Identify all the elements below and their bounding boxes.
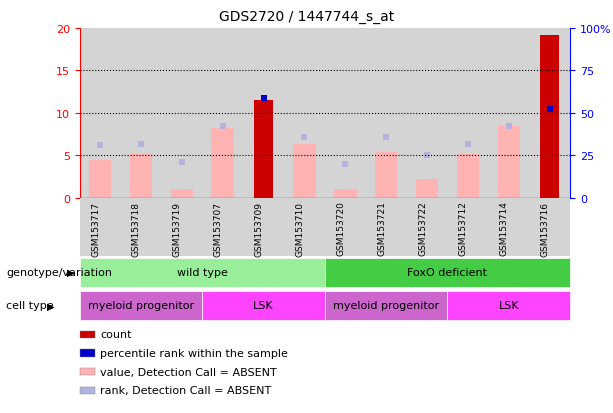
Text: count: count (100, 330, 131, 339)
Text: GDS2720 / 1447744_s_at: GDS2720 / 1447744_s_at (219, 10, 394, 24)
Bar (325, 29, 366, 198)
Text: wild type: wild type (177, 268, 227, 278)
Bar (416, 180, 438, 198)
Bar (284, 198, 325, 256)
Text: genotype/variation: genotype/variation (6, 268, 112, 278)
Bar (406, 198, 447, 256)
Bar (489, 198, 529, 256)
Bar (541, 36, 559, 198)
Bar (170, 190, 193, 198)
Bar (202, 198, 243, 256)
Text: GSM153717: GSM153717 (91, 201, 100, 256)
Bar (325, 198, 366, 256)
Text: LSK: LSK (498, 301, 519, 311)
Text: value, Detection Call = ABSENT: value, Detection Call = ABSENT (100, 367, 276, 377)
Text: GSM153720: GSM153720 (337, 201, 345, 256)
Bar (447, 291, 570, 320)
Text: GSM153710: GSM153710 (295, 201, 305, 256)
Bar (529, 198, 570, 256)
Text: GSM153707: GSM153707 (214, 201, 223, 256)
Bar (80, 258, 325, 287)
Bar (243, 198, 284, 256)
Text: percentile rank within the sample: percentile rank within the sample (100, 348, 287, 358)
Text: GSM153718: GSM153718 (132, 201, 141, 256)
Bar (243, 29, 284, 198)
Bar (325, 291, 447, 320)
Text: GSM153709: GSM153709 (254, 201, 264, 256)
Bar (529, 29, 570, 198)
Bar (447, 198, 489, 256)
Bar (80, 291, 202, 320)
Bar (366, 29, 406, 198)
Text: FoxO deficient: FoxO deficient (408, 268, 487, 278)
Bar (202, 29, 243, 198)
Bar (121, 198, 161, 256)
Text: ▶: ▶ (67, 268, 74, 278)
Bar (89, 160, 112, 198)
Bar (406, 29, 447, 198)
Bar (121, 29, 161, 198)
Bar (457, 154, 479, 198)
Bar (489, 29, 529, 198)
Text: myeloid progenitor: myeloid progenitor (333, 301, 440, 311)
Bar (293, 145, 316, 198)
Bar (366, 198, 406, 256)
Text: myeloid progenitor: myeloid progenitor (88, 301, 194, 311)
Bar (498, 126, 520, 198)
Bar (130, 154, 152, 198)
Text: GSM153721: GSM153721 (377, 201, 386, 256)
Bar (161, 198, 202, 256)
Bar (80, 29, 121, 198)
Text: GSM153716: GSM153716 (541, 201, 550, 256)
Text: cell type: cell type (6, 301, 54, 311)
Bar (334, 190, 357, 198)
Bar (254, 101, 273, 198)
Bar (447, 29, 489, 198)
Bar (80, 198, 121, 256)
Bar (284, 29, 325, 198)
Text: LSK: LSK (253, 301, 274, 311)
Bar (375, 152, 397, 198)
Text: rank, Detection Call = ABSENT: rank, Detection Call = ABSENT (100, 385, 271, 395)
Text: GSM153714: GSM153714 (500, 201, 509, 256)
Bar (202, 291, 325, 320)
Bar (161, 29, 202, 198)
Text: ▶: ▶ (47, 301, 54, 311)
Text: GSM153719: GSM153719 (173, 201, 182, 256)
Text: GSM153722: GSM153722 (418, 201, 427, 256)
Bar (211, 129, 234, 198)
Text: GSM153712: GSM153712 (459, 201, 468, 256)
Bar (325, 258, 570, 287)
